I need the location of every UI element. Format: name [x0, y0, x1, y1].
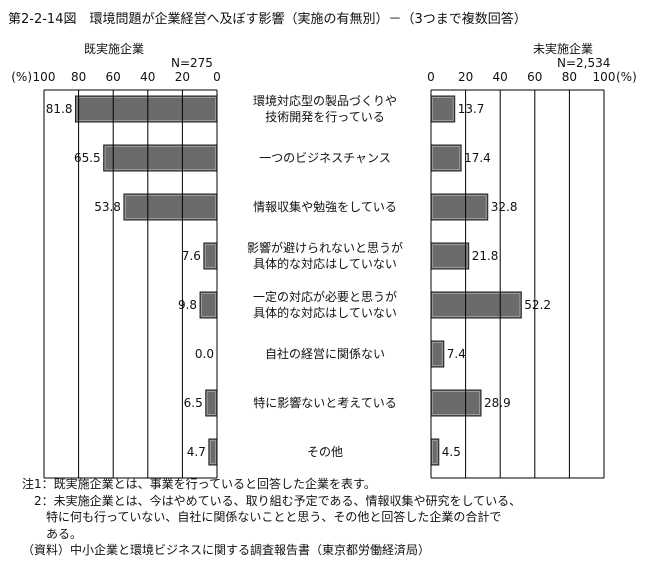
left-value-label: 65.5	[74, 151, 101, 165]
right-bar-highlight	[432, 293, 521, 317]
left-bar-highlight	[204, 244, 217, 268]
left-bar-highlight	[104, 146, 216, 170]
left-value-label: 6.5	[184, 396, 203, 410]
figure-title: 第2-2-14図 環境問題が企業経営へ及ぼす影響（実施の有無別）－（3つまで複数…	[8, 12, 527, 27]
left-bar-highlight	[206, 391, 217, 415]
left-tick-label: 100	[33, 70, 56, 84]
right-value-label: 32.8	[491, 200, 518, 214]
left-value-label: 7.6	[182, 249, 201, 263]
note-2: 2：未実施企業とは、今はやめている、取り組む予定である、情報収集や研究をしている…	[22, 493, 522, 508]
category-label: 一定の対応が必要と思うが	[253, 289, 397, 304]
category-label: 環境対応型の製品づくりや	[253, 93, 397, 108]
left-tick-label: 20	[175, 70, 190, 84]
right-unit-label: (%)	[616, 70, 637, 84]
left-bar	[199, 291, 218, 319]
category-label: 特に影響ないと考えている	[253, 395, 396, 410]
left-bar-highlight	[201, 293, 217, 317]
source-note: （資料）中小企業と環境ビジネスに関する調査報告書（東京都労働経済局）	[22, 543, 431, 557]
right-tick-label: 20	[458, 70, 473, 84]
category-label: その他	[307, 445, 343, 459]
right-bar	[430, 95, 456, 123]
right-bar	[430, 291, 522, 319]
right-bar	[430, 144, 462, 172]
right-n-label: N=2,534	[557, 56, 611, 70]
left-value-label: 0.0	[195, 347, 214, 361]
category-label: 具体的な対応はしていない	[253, 256, 397, 271]
category-label: 技術開発を行っている	[265, 110, 384, 124]
right-value-label: 28.9	[484, 396, 511, 410]
left-bar-highlight	[76, 97, 216, 121]
right-value-label: 21.8	[472, 249, 499, 263]
left-bar	[103, 144, 218, 172]
right-bar-highlight	[432, 195, 487, 219]
right-value-label: 7.4	[447, 347, 466, 361]
notes: 注1：既実施企業とは、事業を行っていると回答した企業を表す。 2：未実施企業とは…	[22, 476, 521, 559]
right-value-label: 4.5	[442, 445, 461, 459]
category-label: 一つのビジネスチャンス	[259, 151, 391, 165]
category-label: 影響が避けられないと思うが	[247, 240, 403, 255]
left-bar	[123, 193, 218, 221]
right-tick-label: 80	[562, 70, 577, 84]
left-value-label: 9.8	[178, 298, 197, 312]
right-value-label: 17.4	[464, 151, 491, 165]
left-tick-label: 40	[140, 70, 155, 84]
right-tick-label: 40	[493, 70, 508, 84]
left-panel-title: 既実施企業	[84, 42, 145, 56]
right-value-label: 13.7	[458, 102, 485, 116]
left-bar	[74, 95, 218, 123]
left-unit-label: (%)	[11, 70, 32, 84]
right-bar-highlight	[432, 97, 454, 121]
right-value-label: 52.2	[524, 298, 551, 312]
right-bar-highlight	[432, 146, 461, 170]
left-bar-highlight	[124, 195, 216, 219]
left-n-label: N=275	[171, 56, 213, 70]
left-tick-label: 0	[213, 70, 221, 84]
right-bar	[430, 193, 489, 221]
right-bar	[430, 242, 470, 270]
left-bar-highlight	[209, 440, 217, 464]
right-bar-highlight	[432, 440, 438, 464]
note-2-cont: ある。	[22, 526, 83, 541]
right-panel-title: 未実施企業	[533, 42, 594, 56]
category-label: 自社の経営に関係ない	[265, 346, 385, 361]
left-tick-label: 60	[106, 70, 121, 84]
right-tick-label: 60	[527, 70, 542, 84]
note-1: 注1：既実施企業とは、事業を行っていると回答した企業を表す。	[22, 477, 376, 491]
left-value-label: 81.8	[46, 102, 73, 116]
right-bar-highlight	[432, 391, 480, 415]
right-tick-label: 0	[427, 70, 435, 84]
left-value-label: 53.8	[94, 200, 121, 214]
left-value-label: 4.7	[187, 445, 206, 459]
right-bar	[430, 389, 482, 417]
category-label: 具体的な対応はしていない	[253, 305, 397, 320]
right-bar-highlight	[432, 342, 443, 366]
right-bar-highlight	[432, 244, 468, 268]
left-tick-label: 80	[71, 70, 86, 84]
category-label: 情報収集や勉強をしている	[253, 199, 397, 214]
note-2-cont: 特に何も行っていない、自社に関係ないことと思う、その他と回答した企業の合計で	[22, 510, 502, 524]
right-tick-label: 100	[593, 70, 616, 84]
